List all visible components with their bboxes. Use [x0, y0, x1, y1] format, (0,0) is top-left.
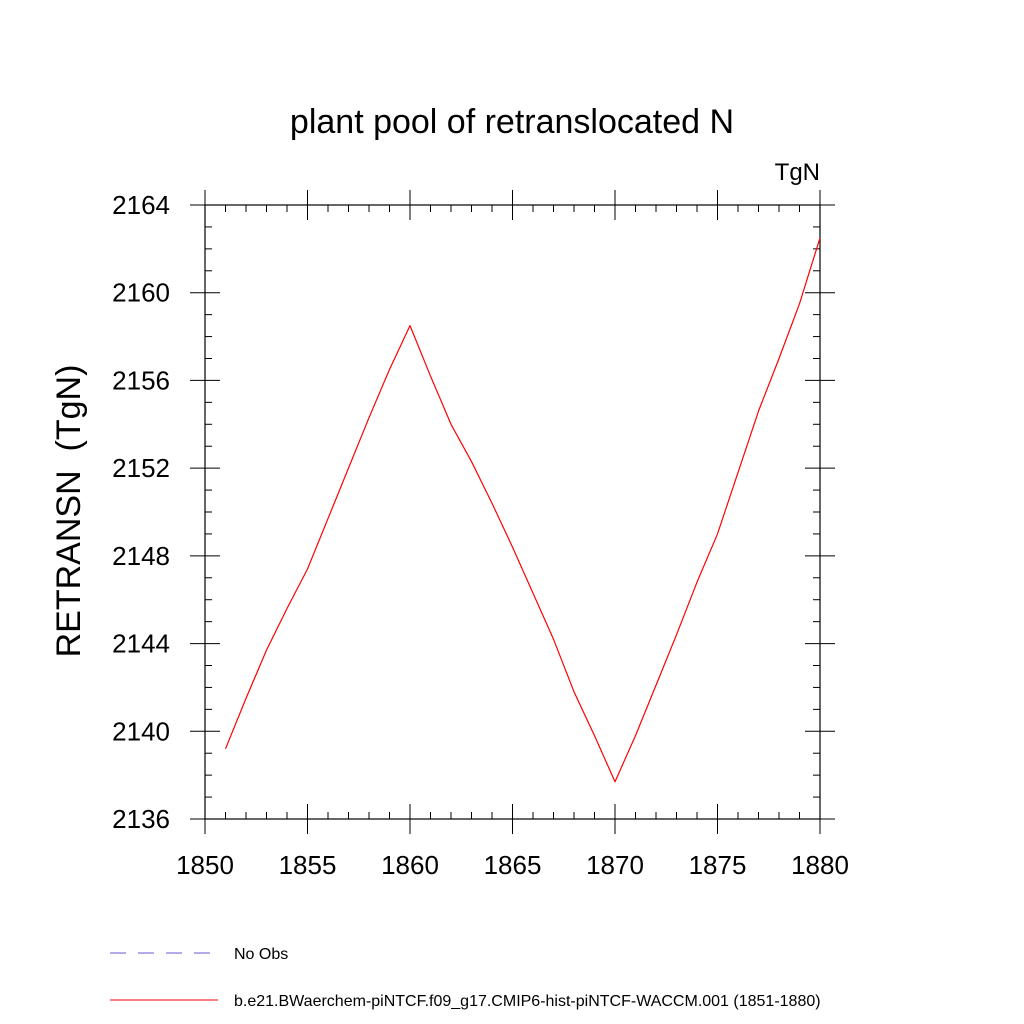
x-tick-label: 1855: [279, 850, 337, 880]
legend-label-model-run: b.e21.BWaerchem-piNTCF.f09_g17.CMIP6-his…: [234, 993, 821, 1010]
series-lines: [224, 237, 821, 783]
y-tick-label: 2148: [112, 541, 170, 571]
units-label: TgN: [775, 159, 820, 186]
legend: No Obs b.e21.BWaerchem-piNTCF.f09_g17.CM…: [110, 946, 821, 1010]
y-tick-label: 2152: [112, 453, 170, 483]
y-tick-label: 2144: [112, 629, 170, 659]
y-axis-tick-labels: 2136 2140 2144 2148 2152 2156 2160 2164: [112, 190, 170, 834]
y-tick-label: 2164: [112, 190, 170, 220]
x-tick-label: 1865: [484, 850, 542, 880]
y-tick-label: 2136: [112, 804, 170, 834]
x-tick-label: 1870: [586, 850, 644, 880]
x-tick-label: 1875: [689, 850, 747, 880]
x-tick-label: 1850: [176, 850, 234, 880]
y-axis-ticks: [190, 204, 835, 820]
legend-label-no-obs: No Obs: [234, 946, 288, 963]
chart-title: plant pool of retranslocated N: [290, 103, 734, 141]
x-tick-label: 1860: [381, 850, 439, 880]
y-tick-label: 2140: [112, 716, 170, 746]
x-tick-label: 1880: [791, 850, 849, 880]
y-tick-label: 2160: [112, 278, 170, 308]
y-axis-label: RETRANSN (TgN): [50, 365, 88, 658]
x-axis-tick-labels: 1850 1855 1860 1865 1870 1875 1880: [176, 850, 849, 880]
series-line-0: [224, 237, 821, 783]
x-axis-ticks: [204, 190, 821, 834]
y-tick-label: 2156: [112, 365, 170, 395]
